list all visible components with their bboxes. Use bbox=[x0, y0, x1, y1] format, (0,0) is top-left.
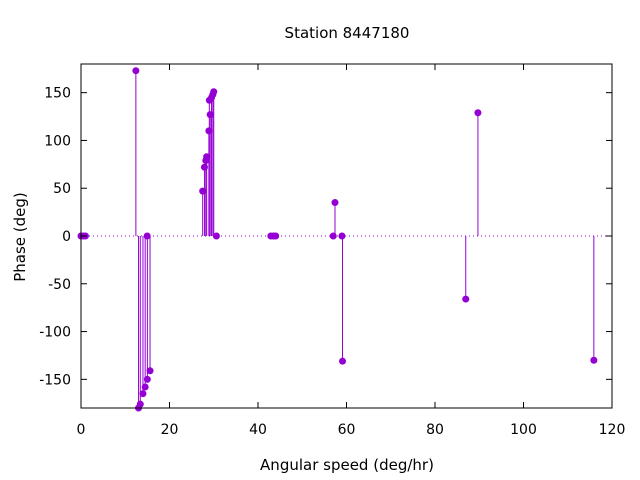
data-point bbox=[212, 232, 220, 240]
axis-ticks: 0 20 40 60 80 100 120 -150 -100 -50 0 50 100 150 bbox=[39, 64, 625, 438]
x-tick-label: 100 bbox=[510, 422, 537, 438]
y-tick-label: 0 bbox=[62, 229, 71, 245]
data-point bbox=[139, 390, 147, 398]
x-axis-title: Angular speed (deg/hr) bbox=[260, 456, 434, 474]
x-tick-label: 60 bbox=[338, 422, 356, 438]
data-point bbox=[136, 400, 144, 408]
y-tick-label: -100 bbox=[39, 325, 71, 341]
y-tick-label: 50 bbox=[53, 181, 71, 197]
data-point bbox=[143, 375, 151, 383]
data-point bbox=[329, 232, 337, 240]
data-point bbox=[590, 356, 598, 364]
data-point bbox=[474, 109, 482, 117]
plot-frame bbox=[80, 63, 613, 409]
x-tick-label: 80 bbox=[426, 422, 444, 438]
data-point bbox=[462, 295, 470, 303]
data-point bbox=[338, 232, 346, 240]
data-point bbox=[199, 187, 207, 195]
data-point bbox=[141, 383, 149, 391]
data-point bbox=[331, 199, 339, 207]
x-tick-label: 120 bbox=[599, 422, 626, 438]
y-tick-label: -50 bbox=[48, 277, 71, 293]
y-tick-label: 150 bbox=[44, 86, 71, 102]
x-tick-label: 20 bbox=[161, 422, 179, 438]
data-point bbox=[210, 88, 218, 96]
y-tick-label: -150 bbox=[39, 372, 71, 388]
x-tick-label: 0 bbox=[77, 422, 86, 438]
data-point bbox=[146, 367, 154, 375]
x-tick-label: 40 bbox=[249, 422, 267, 438]
data-point bbox=[132, 67, 140, 75]
data-point bbox=[272, 232, 280, 240]
chart-marks bbox=[77, 67, 612, 412]
chart-title: Station 8447180 bbox=[285, 24, 410, 42]
y-axis-title: Phase (deg) bbox=[11, 192, 29, 282]
y-tick-label: 100 bbox=[44, 133, 71, 149]
data-point bbox=[339, 357, 347, 365]
